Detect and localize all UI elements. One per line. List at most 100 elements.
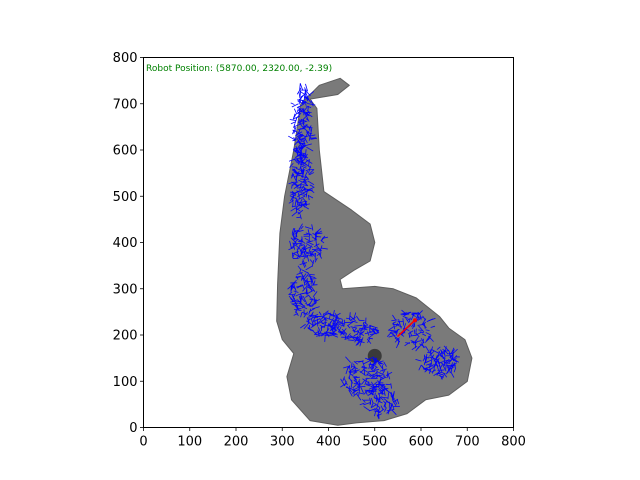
particle — [437, 361, 444, 364]
robot-position-text: Robot Position: (5870.00, 2320.00, -2.39… — [146, 64, 332, 74]
particle — [291, 212, 297, 217]
particle — [307, 186, 315, 191]
particle — [331, 315, 339, 319]
particle — [292, 202, 294, 208]
particle — [363, 389, 369, 395]
particle — [343, 319, 345, 327]
particle — [307, 272, 312, 278]
particle — [308, 133, 312, 141]
particle — [431, 368, 435, 374]
particle — [298, 119, 302, 125]
particle — [289, 162, 294, 168]
x-tick-label: 500 — [362, 435, 387, 450]
particle — [373, 357, 376, 362]
particle — [370, 397, 374, 404]
particle — [297, 158, 301, 165]
particle — [431, 349, 439, 354]
particle — [347, 339, 354, 341]
particle — [296, 299, 304, 306]
particle — [315, 247, 322, 250]
particle — [374, 392, 376, 399]
particle — [351, 389, 359, 394]
particle — [295, 242, 302, 245]
particle — [411, 312, 420, 315]
particle — [298, 302, 306, 307]
particle — [386, 410, 390, 414]
particle — [374, 383, 378, 392]
y-tick-label: 500 — [113, 190, 138, 205]
particle — [295, 293, 300, 297]
particle — [307, 317, 314, 321]
particle — [295, 167, 303, 172]
particle — [293, 123, 296, 128]
particle — [295, 310, 299, 316]
particle — [310, 100, 314, 107]
particle — [392, 398, 399, 403]
particle — [421, 321, 427, 325]
particle — [421, 342, 425, 348]
particle — [435, 371, 443, 375]
particle — [306, 109, 311, 115]
particle — [372, 328, 380, 331]
particle — [359, 327, 368, 331]
particle — [320, 334, 325, 337]
particle — [336, 325, 340, 330]
particle — [417, 324, 425, 326]
particle — [418, 325, 425, 333]
particle — [299, 141, 306, 147]
particle — [391, 409, 397, 416]
particle — [333, 323, 337, 330]
particle — [437, 369, 445, 371]
particle — [298, 147, 304, 151]
particle — [320, 316, 325, 320]
y-axis: 0 100 200 300 400 500 600 700 800 — [113, 51, 144, 436]
particle — [382, 375, 387, 379]
particle — [402, 312, 407, 316]
particle — [353, 312, 357, 320]
particle — [415, 332, 420, 338]
particle — [377, 411, 380, 417]
particle — [415, 358, 422, 362]
x-tick-label: 200 — [224, 435, 249, 450]
particle — [302, 178, 309, 182]
y-tick-label: 600 — [113, 144, 138, 159]
particle — [288, 182, 294, 185]
particle — [392, 399, 397, 407]
particle — [305, 302, 312, 308]
particle — [295, 207, 301, 212]
particle — [307, 326, 312, 332]
particle — [296, 138, 301, 145]
particle — [418, 310, 423, 315]
particle — [378, 392, 381, 398]
particle — [347, 320, 355, 326]
particle — [300, 295, 303, 304]
particle — [429, 350, 435, 356]
particle — [422, 315, 426, 321]
particle — [311, 306, 320, 310]
particle — [303, 138, 307, 143]
particle — [360, 337, 364, 343]
particle — [370, 404, 377, 409]
particle — [369, 366, 374, 372]
particle — [325, 331, 330, 334]
particle — [301, 125, 306, 128]
particle — [348, 389, 353, 397]
particle — [448, 358, 453, 363]
particle — [391, 319, 398, 322]
particle — [295, 300, 302, 303]
particle — [351, 336, 360, 340]
particle — [303, 153, 308, 161]
particle — [356, 340, 362, 346]
particle — [310, 137, 318, 140]
particle — [291, 194, 295, 202]
particle — [289, 240, 292, 249]
particle — [383, 361, 387, 367]
particle — [405, 311, 411, 314]
particle — [324, 322, 327, 328]
particle — [308, 195, 314, 199]
particle — [305, 95, 309, 102]
particle — [361, 380, 366, 385]
particle — [322, 236, 329, 239]
particle — [306, 289, 314, 295]
particle — [447, 367, 451, 374]
